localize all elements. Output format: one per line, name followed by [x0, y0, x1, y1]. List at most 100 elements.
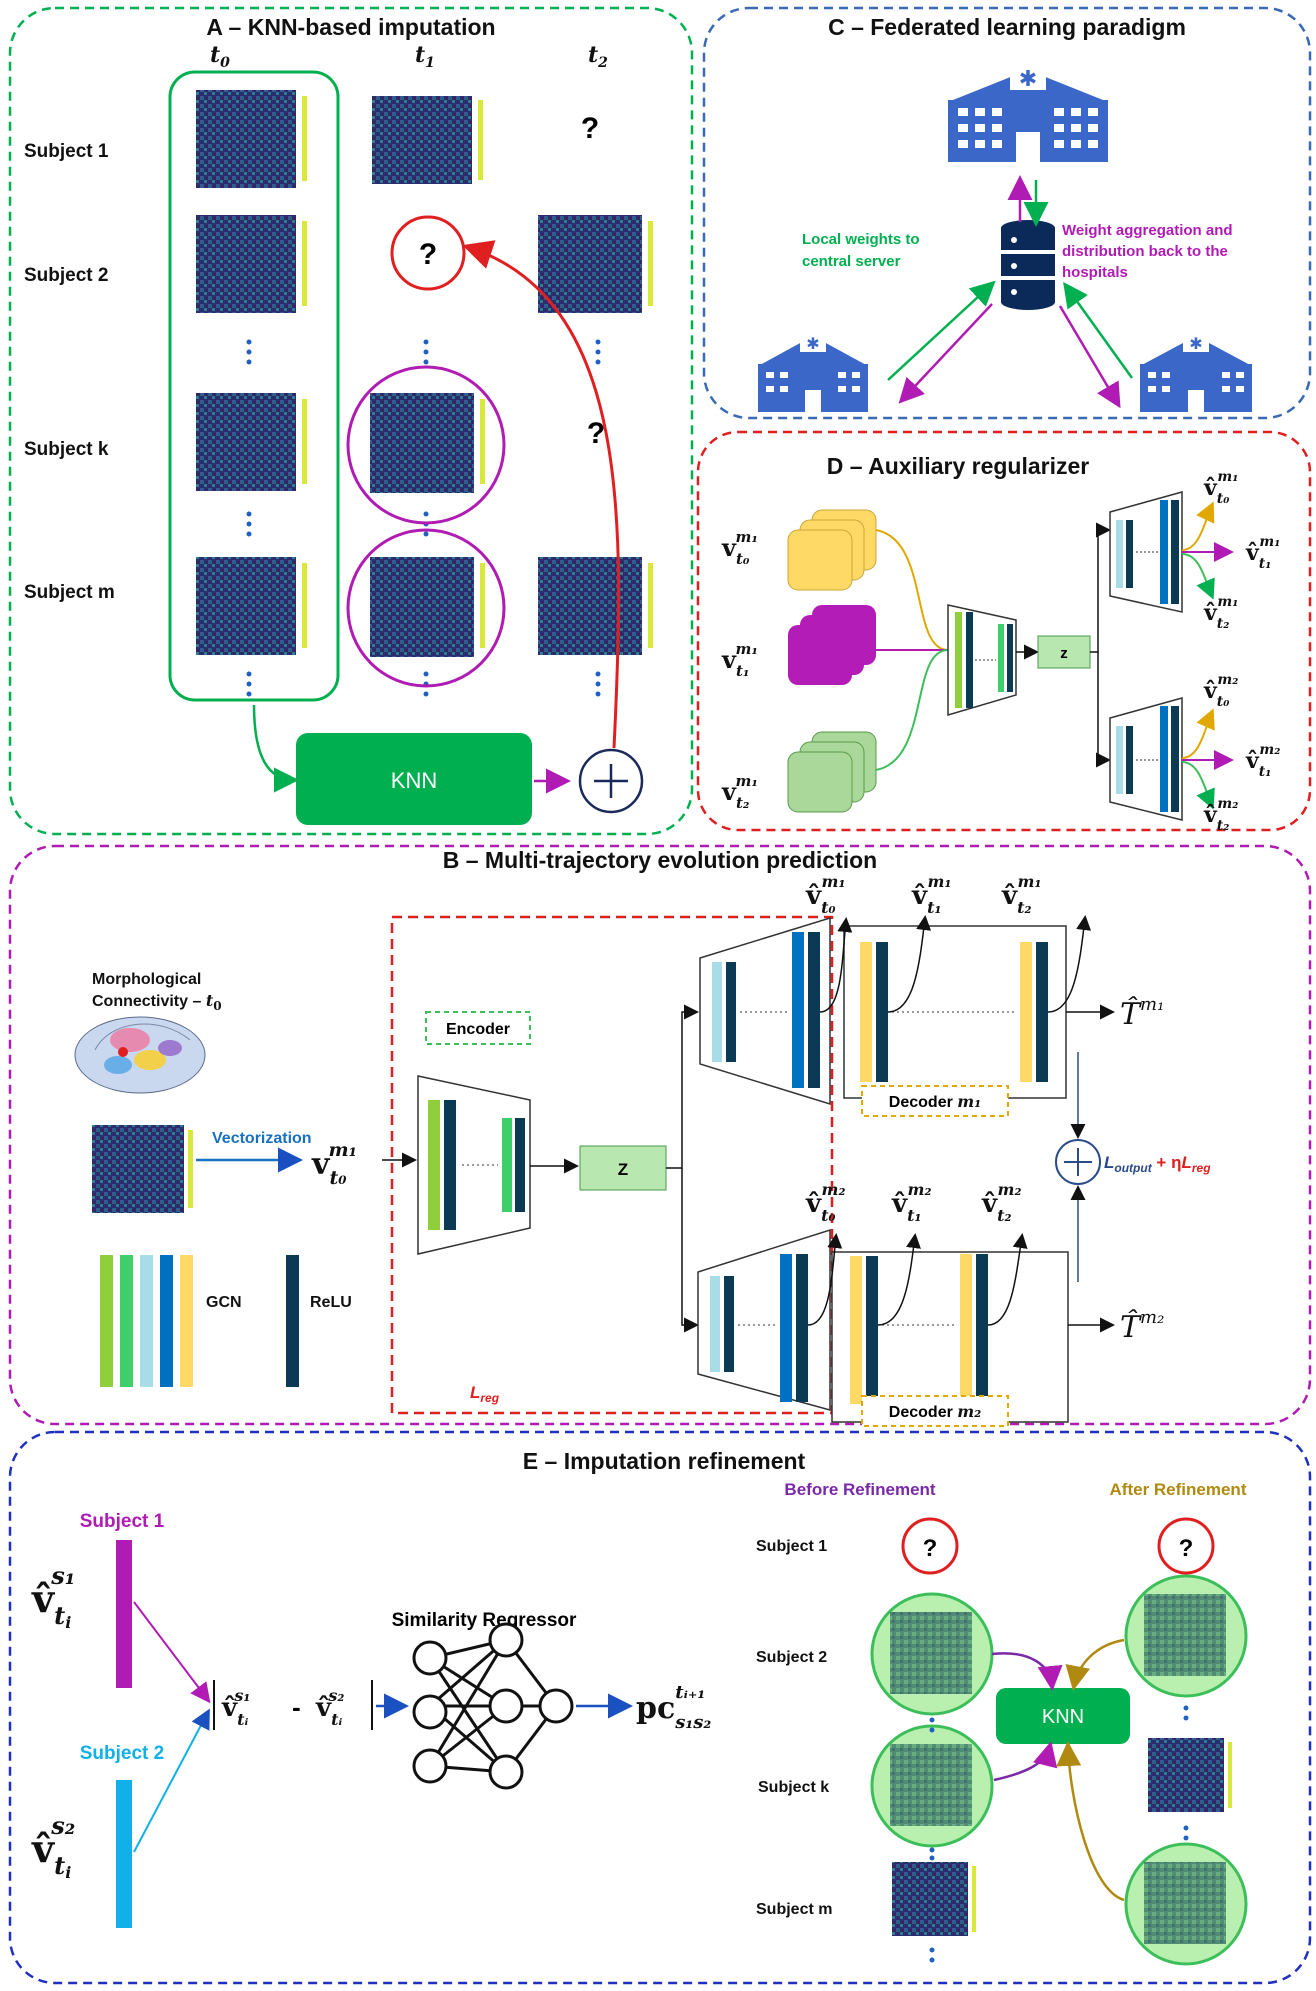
- neighbor-circle-sk-t1: [346, 365, 506, 525]
- lreg-label: Lreg: [470, 1383, 500, 1405]
- b-input-matrix: [92, 1125, 184, 1213]
- ellipsis-dots: [246, 339, 601, 697]
- panel-c-border: [702, 6, 1312, 420]
- d-input-v-t0: vt₀m₁: [721, 528, 758, 568]
- e-subject2-vector: [116, 1780, 132, 1928]
- panel-a: A – KNN-based imputation t0 t1 t2 Subjec…: [8, 6, 694, 836]
- svg-text:✱: ✱: [1019, 66, 1037, 91]
- b-out-v-hat-t1-m1: v̂t₁m₁: [911, 872, 951, 917]
- missing-mark-sk-t2: ?: [587, 417, 605, 450]
- neighbor-circle-sm-t1: [346, 528, 506, 688]
- brain-icon: [74, 1016, 206, 1094]
- d-out-v-hat-t0-m2: v̂t₀m₂: [1203, 672, 1238, 710]
- relu-legend-bar: [286, 1255, 299, 1387]
- neural-network-icon: [412, 1622, 574, 1790]
- panel-b: B – Multi-trajectory evolution predictio…: [8, 844, 1312, 1427]
- svg-text:v̂tᵢs₁: v̂tᵢs₁: [221, 1686, 250, 1729]
- matrix-s2-t0: [196, 215, 296, 313]
- after-sk-matrix: [1148, 1738, 1224, 1812]
- e-knn-label: KNN: [1042, 1706, 1084, 1728]
- panel-c-title: C – Federated learning paradigm: [828, 14, 1186, 40]
- encoder-label: Encoder: [446, 1021, 510, 1038]
- d-latent-z: [1037, 635, 1091, 669]
- arrow-group-to-knn: [252, 704, 299, 793]
- e-subject-k-row: Subject k: [758, 1779, 829, 1796]
- server-icon: [1001, 220, 1055, 310]
- abs-difference: v̂tᵢs₁ - v̂tᵢs₂: [213, 1680, 373, 1730]
- arrow-right-to-server: [1063, 281, 1134, 379]
- d-out-v-hat-t2-m1: v̂t₂m₁: [1203, 594, 1238, 632]
- decoder2-tag: [861, 1395, 1009, 1427]
- panel-d: D – Auxiliary regularizer vt₀m₁ vt₁m₁ vt…: [696, 430, 1312, 834]
- matrix-s2-t2: [538, 215, 642, 313]
- matrix-s1-t0: [196, 90, 296, 188]
- e-subject-2-row: Subject 2: [756, 1649, 827, 1666]
- subject-k-label: Subject k: [24, 439, 109, 460]
- after-missing-circle: [1157, 1517, 1215, 1575]
- gcn-legend-bars: [100, 1255, 193, 1387]
- lreg-region: [390, 915, 834, 1415]
- d-out-v-hat-t1-m1: v̂t₁m₁: [1245, 534, 1280, 572]
- svg-text:✱: ✱: [1189, 336, 1202, 353]
- panel-e-title: E – Imputation refinement: [523, 1448, 806, 1474]
- b-latent-z: [579, 1145, 667, 1191]
- t0-column-group: [168, 70, 340, 702]
- e-subject1-label: Subject 1: [80, 1511, 165, 1532]
- matrix-sm-t1: [370, 557, 474, 657]
- e-v-hat-s1: v̂tis₁: [31, 1561, 75, 1632]
- panel-d-border: [696, 430, 1312, 832]
- b-out-v-hat-t0-m2: v̂t₀m₂: [805, 1180, 845, 1225]
- before-missing-mark: ?: [923, 1535, 938, 1562]
- svg-text:v̂tᵢs₂: v̂tᵢs₂: [315, 1686, 344, 1729]
- decoder1-tag: [861, 1085, 1009, 1117]
- b-latent-z-label: Z: [618, 1160, 628, 1179]
- e-knn-block: [996, 1688, 1130, 1744]
- arrow-server-to-right: [1058, 305, 1121, 409]
- e-subject-m-row: Subject m: [756, 1901, 832, 1918]
- input-stack-t1: [788, 605, 876, 685]
- input-stack-t0: [787, 509, 877, 591]
- before-sm-matrix: [892, 1862, 968, 1936]
- d-input-v-t2: vt₂m₁: [721, 772, 758, 812]
- knn-block: [296, 733, 532, 825]
- aggregation-label: Weight aggregation and distribution back…: [1062, 222, 1237, 281]
- morph-label: Morphological Connectivity – t0: [92, 971, 222, 1013]
- gcn-label: GCN: [206, 1294, 242, 1311]
- input-stack-t2: [787, 731, 877, 813]
- missing-mark-s1-t2: ?: [581, 112, 599, 145]
- timepoint-t2: t2: [588, 42, 608, 71]
- subject-2-label: Subject 2: [24, 265, 108, 286]
- e-subject1-vector: [116, 1540, 132, 1688]
- e-subject-1-row: Subject 1: [756, 1538, 827, 1555]
- relu-label: ReLU: [310, 1294, 352, 1311]
- b-out-v-hat-t0-m1: v̂t₀m₁: [805, 872, 845, 917]
- d-out-v-hat-t2-m2: v̂t₂m₂: [1203, 796, 1238, 834]
- panel-e: E – Imputation refinement Subject 1 Subj…: [8, 1430, 1312, 1985]
- matrix-sk-t1: [370, 393, 474, 493]
- arrow-server-to-left: [898, 303, 993, 404]
- subject-m-label: Subject m: [24, 582, 115, 603]
- panel-b-title: B – Multi-trajectory evolution predictio…: [443, 847, 877, 873]
- knn-label: KNN: [391, 768, 437, 793]
- traj-m2: T̂m₂: [1120, 1307, 1164, 1345]
- decoder1-label: Decoder m₁: [889, 1092, 981, 1111]
- b-out-v-hat-t1-m2: v̂t₁m₂: [891, 1180, 931, 1225]
- local-weights-label: Local weights to central server: [802, 231, 924, 270]
- svg-text:-: -: [292, 1692, 301, 1722]
- panel-c: C – Federated learning paradigm ✱ ✱: [702, 6, 1312, 420]
- missing-mark-s2-t1: ?: [419, 238, 437, 271]
- decoder2-label: Decoder m₂: [889, 1402, 981, 1421]
- vectorization-label: Vectorization: [212, 1130, 312, 1147]
- traj-m1: T̂m₁: [1120, 994, 1164, 1032]
- encoder-tag: [425, 1011, 531, 1045]
- e-pc-output: pcs₁s₂tᵢ₊₁: [636, 1682, 711, 1733]
- matrix-sm-t0: [196, 557, 296, 655]
- panel-a-title: A – KNN-based imputation: [206, 14, 495, 40]
- panel-d-title: D – Auxiliary regularizer: [827, 453, 1090, 479]
- matrix-sk-t0: [196, 393, 296, 491]
- panel-b-border: [8, 844, 1312, 1426]
- loss-equation: Loutput + ηLreg: [1104, 1153, 1211, 1175]
- panel-e-border: [8, 1430, 1312, 1985]
- before-missing-circle: [901, 1517, 959, 1575]
